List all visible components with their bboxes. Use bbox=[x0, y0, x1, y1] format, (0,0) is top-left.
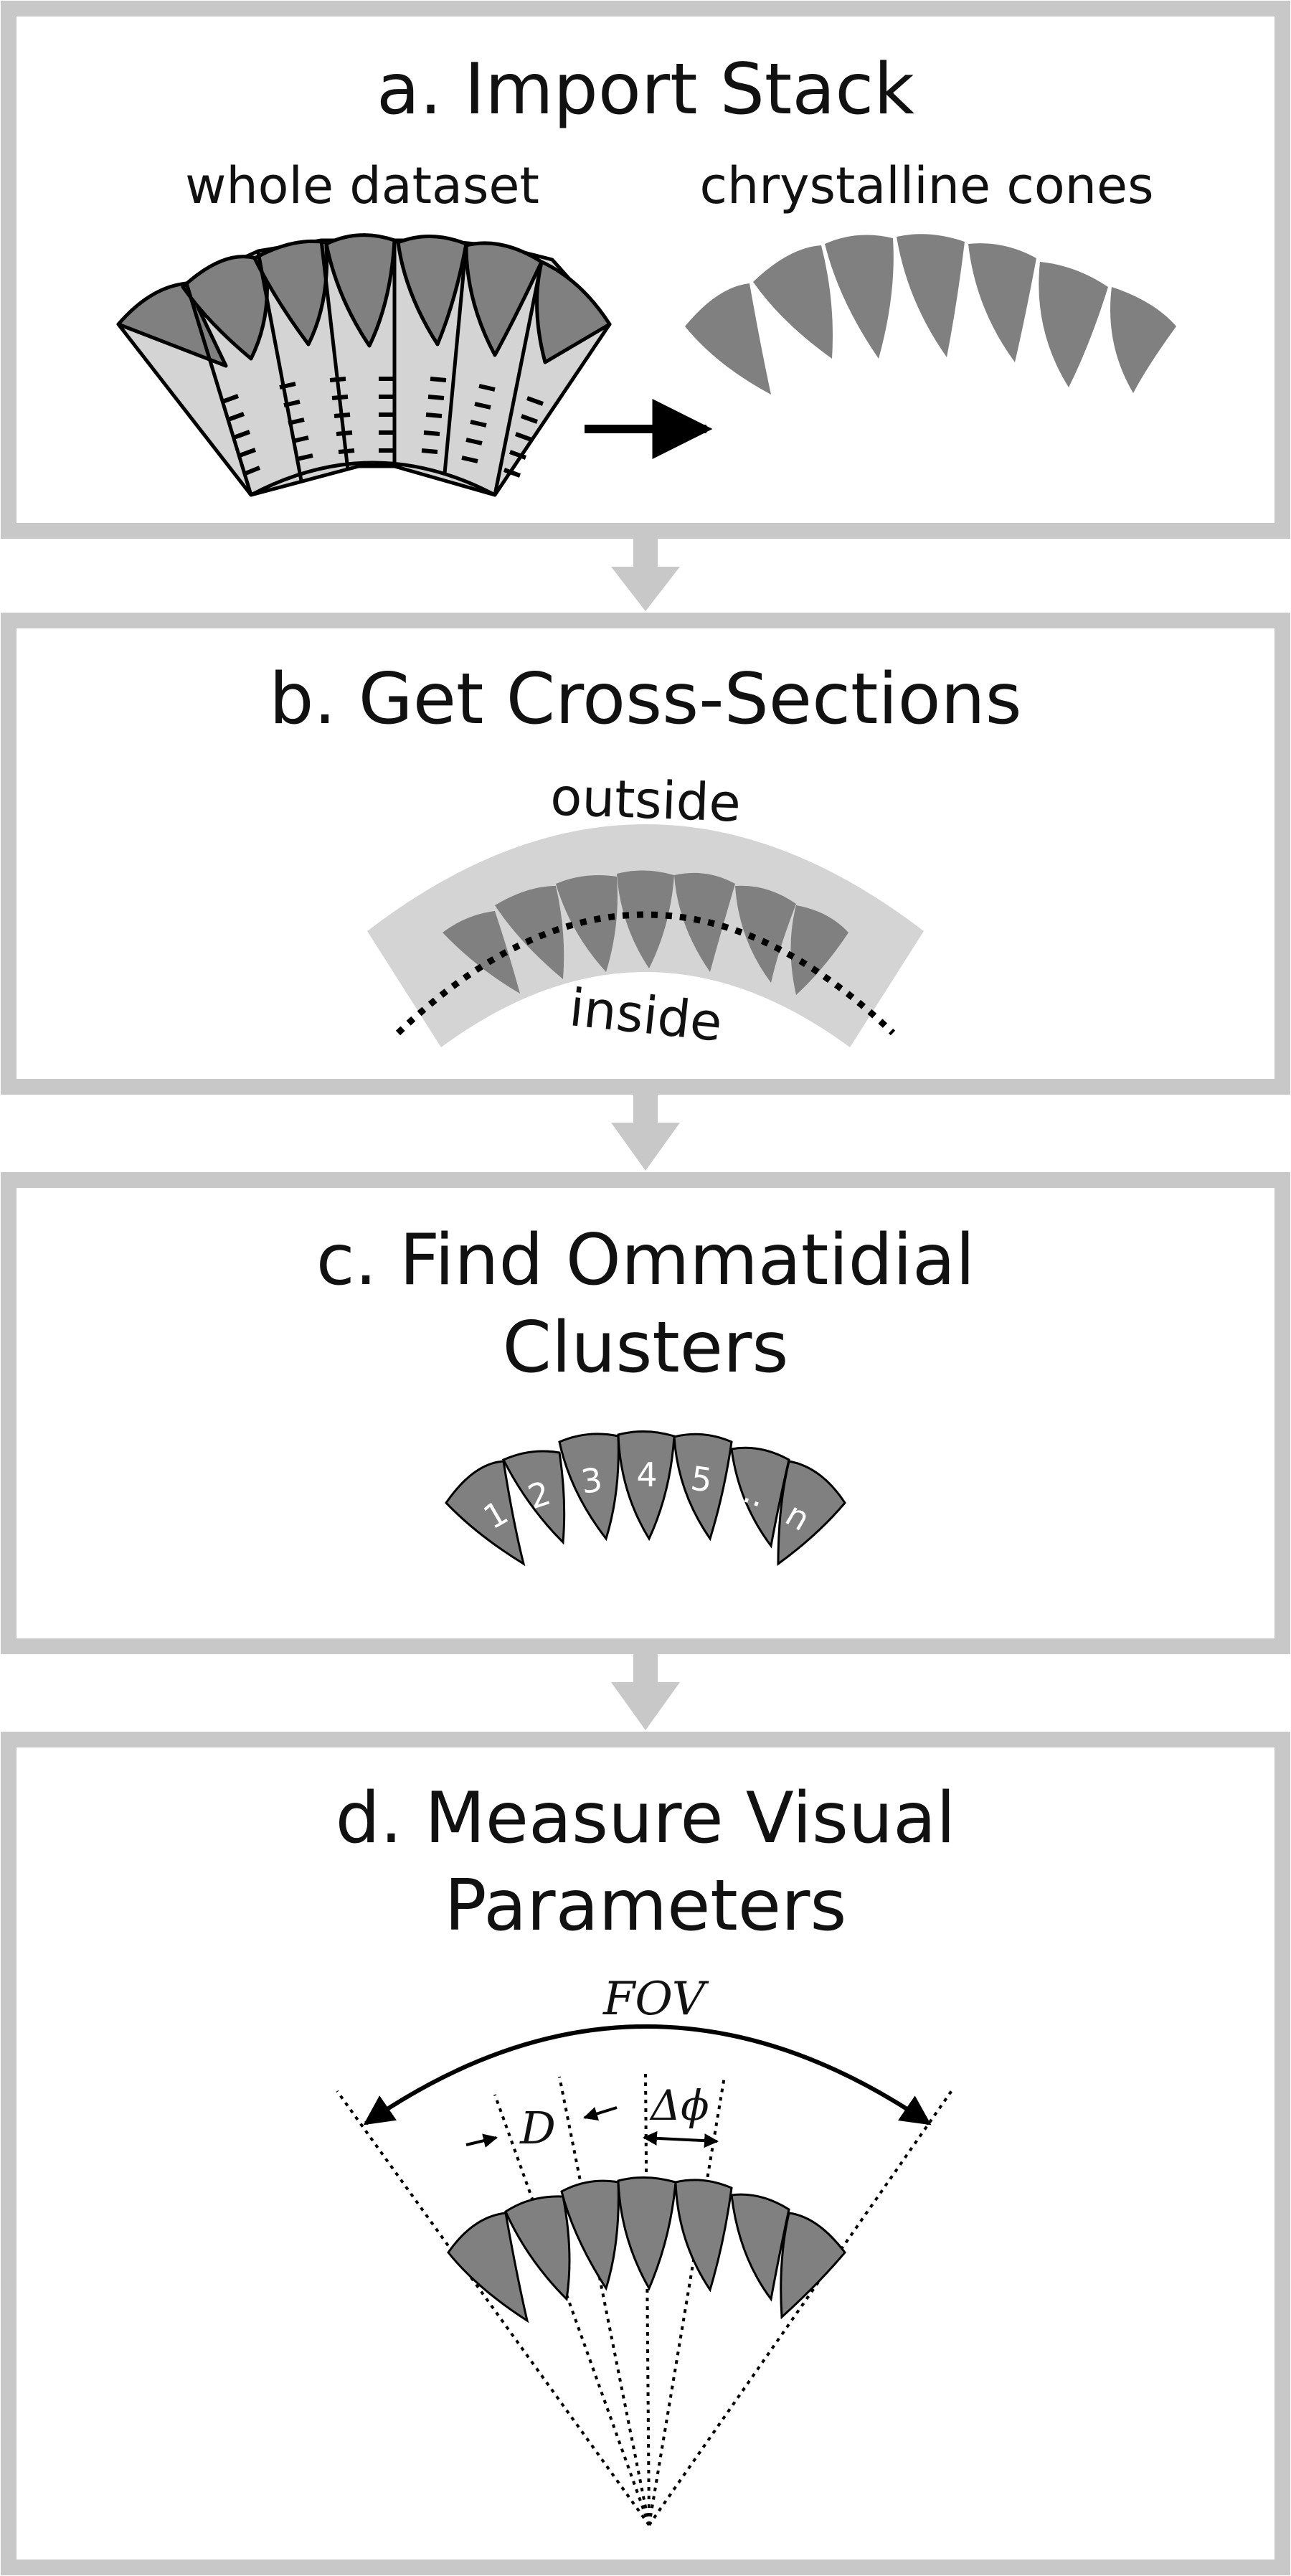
panel-a-title: a. Import Stack bbox=[377, 49, 914, 131]
panel-d-title-line1: d. Measure Visual bbox=[336, 1778, 956, 1859]
flow-arrow-down-icon bbox=[611, 1095, 680, 1171]
angle-label: Δϕ bbox=[649, 2081, 709, 2130]
cluster-number-4: 4 bbox=[636, 1456, 657, 1494]
fov-label: FOV bbox=[602, 1973, 709, 2026]
diameter-label: D bbox=[519, 2102, 556, 2154]
crystalline-cones-label: chrystalline cones bbox=[699, 156, 1153, 215]
panel-b-title: b. Get Cross-Sections bbox=[269, 659, 1021, 740]
whole-dataset-label: whole dataset bbox=[185, 156, 539, 215]
outside-label: outside bbox=[549, 766, 742, 833]
crystalline-cones-illustration bbox=[685, 234, 1176, 395]
flow-arrow-down-icon bbox=[611, 539, 680, 611]
panel-c-title-line1: c. Find Ommatidial bbox=[316, 1219, 975, 1301]
panel-c-title-line2: Clusters bbox=[503, 1307, 789, 1389]
flow-arrow-down-icon bbox=[611, 1654, 680, 1730]
cross-section-illustration bbox=[367, 824, 924, 1047]
panel-c-frame bbox=[1, 1172, 1290, 1654]
whole-dataset-stack-illustration bbox=[116, 233, 612, 497]
panel-d-title-line2: Parameters bbox=[445, 1865, 847, 1947]
visual-parameters-illustration bbox=[336, 2024, 955, 2527]
numbered-clusters-illustration bbox=[445, 1430, 846, 1567]
